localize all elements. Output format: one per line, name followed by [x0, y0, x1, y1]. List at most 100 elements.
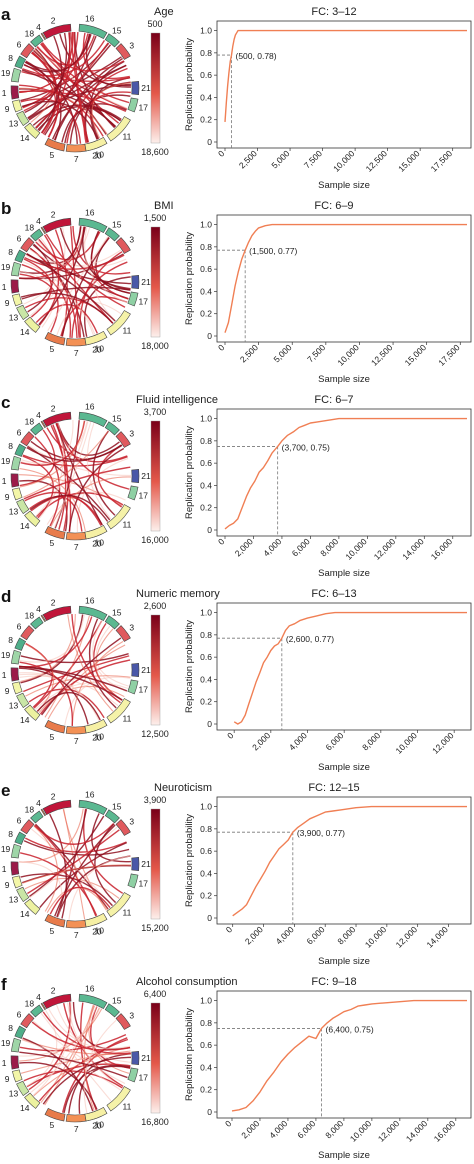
circos-segment [14, 1025, 27, 1039]
circos-segment [84, 912, 108, 928]
x-axis-title: Sample size [318, 956, 370, 967]
circos-link [51, 64, 127, 140]
x-tick-label: 5,000 [272, 342, 294, 364]
plot-frame [216, 602, 472, 731]
x-tick-label: 7,500 [305, 342, 327, 364]
circos-link [35, 42, 109, 129]
annotation-label: (3,900, 0.77) [297, 828, 345, 838]
circos-segment-label: 21 [141, 83, 151, 93]
circos-segment [44, 1107, 66, 1122]
circos-link [91, 813, 131, 863]
y-tick-label: 1.0 [200, 608, 212, 618]
circos-segment-label: 8 [8, 1023, 13, 1033]
circos-segment [115, 819, 131, 836]
circos-link [33, 825, 59, 912]
circos-link [20, 614, 84, 684]
circos-links [19, 1002, 132, 1114]
circos-link [19, 468, 86, 532]
circos-segment [30, 616, 44, 630]
circos-link [84, 276, 131, 337]
colorbar-top-label: 3,900 [144, 795, 167, 805]
circos-segment-label: 9 [5, 880, 10, 890]
circos-segment-label: 4 [36, 798, 41, 808]
circos-segment-label: 6 [17, 39, 22, 49]
circos-segment-label: 17 [139, 879, 149, 889]
circos-segment-label: 5 [50, 1120, 55, 1130]
x-tick-label: 2,000 [250, 730, 272, 752]
circos-segment [12, 99, 23, 113]
circos-segment-label: 7 [74, 348, 79, 358]
x-axis-title: Sample size [318, 180, 370, 191]
circos-segment [84, 136, 108, 152]
circos-link [21, 1039, 122, 1091]
circos-segment-label: 6 [17, 233, 22, 243]
circos-segment [127, 291, 139, 307]
replication-curve [224, 223, 467, 333]
x-tick-label: 0 [216, 148, 227, 159]
circos-segment-label: 15 [112, 608, 122, 618]
circos-link [88, 1005, 130, 1074]
circos-segment-label: 16 [85, 790, 95, 800]
circos-segment [11, 843, 22, 859]
circos-link [49, 886, 111, 915]
y-tick-label: 0.2 [200, 697, 212, 707]
y-tick-label: 0.6 [200, 846, 212, 856]
fc-label: FC: 6–13 [311, 588, 356, 600]
circos-segment-label: 5 [50, 926, 55, 936]
circos-segment [24, 316, 41, 333]
x-tick-label: 8,000 [335, 924, 357, 946]
circos-segment-label: 18 [25, 29, 35, 39]
circos-link [27, 243, 54, 313]
circos-link [29, 248, 122, 267]
circos-link [34, 682, 129, 710]
y-tick-label: 0.4 [200, 286, 212, 296]
circos-link [20, 653, 129, 664]
y-tick-label: 0.2 [200, 309, 212, 319]
x-tick-label: 10,000 [393, 730, 419, 756]
circos-segment [30, 810, 44, 824]
circos-link [36, 692, 101, 721]
circos-segment [24, 704, 41, 721]
circos-segment-label: 19 [1, 844, 11, 854]
annotation-label: (2,600, 0.77) [286, 634, 334, 644]
circos-segment-label: 6 [17, 427, 22, 437]
circos-segment-label: 19 [1, 68, 11, 78]
circos-segment [14, 831, 27, 845]
circos-segment-label: 14 [20, 327, 30, 337]
colorbar-top-label: 2,600 [144, 601, 167, 611]
circos-segment [40, 420, 47, 429]
circos-link [35, 421, 89, 517]
x-tick-label: 0 [216, 536, 227, 547]
circos-link [23, 655, 130, 693]
circos-segment [14, 249, 27, 263]
x-tick-label: 2,500 [237, 148, 259, 170]
circos-segment-label: 1 [2, 670, 7, 680]
circos-segment [14, 443, 27, 457]
circos-link [23, 33, 91, 73]
replication-curve [224, 29, 467, 122]
y-axis-title: Replication probability [184, 38, 195, 131]
circos-segment-label: 3 [129, 622, 134, 632]
circos-link [41, 32, 71, 134]
circos-link [97, 444, 123, 508]
circos-segment-label: 19 [1, 262, 11, 272]
circos-segment [40, 808, 47, 817]
circos-segment [40, 226, 47, 235]
circos-link [29, 494, 109, 522]
circos-link [90, 230, 130, 295]
circos-segment [65, 919, 87, 929]
circos-link [31, 1021, 131, 1051]
colorbar [150, 226, 161, 338]
circos-segment-label: 8 [8, 441, 13, 451]
colorbar [150, 808, 161, 920]
x-tick-label: 8,000 [323, 1118, 345, 1140]
circos-segment [42, 605, 72, 622]
fc-label: FC: 6–9 [314, 200, 353, 212]
replication-curve [224, 417, 467, 530]
